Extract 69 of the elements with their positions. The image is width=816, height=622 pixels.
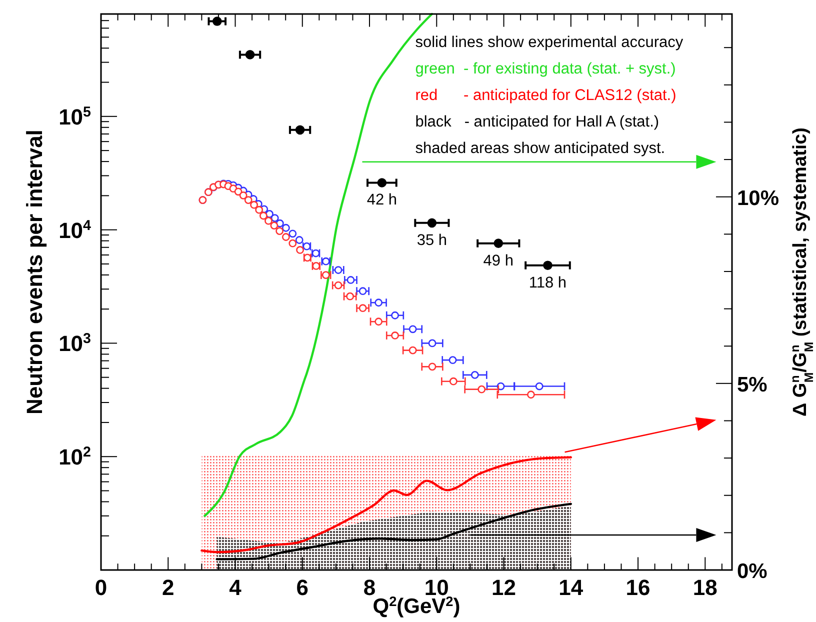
point (408, 346, 417, 354)
point (282, 233, 290, 241)
point (358, 287, 367, 296)
point (270, 222, 278, 230)
point (250, 200, 258, 209)
point (527, 390, 535, 399)
x-tick-label: 8 (363, 575, 376, 600)
annotation: 42 h (366, 192, 398, 209)
point (234, 188, 242, 196)
point (212, 16, 222, 26)
point (428, 339, 436, 348)
point (478, 385, 486, 394)
y-tick-label: 10$^{4}$ (58, 218, 92, 243)
point (295, 236, 304, 244)
point (408, 325, 417, 334)
point (334, 281, 342, 290)
point (288, 230, 297, 238)
point (260, 212, 268, 220)
annotation: solid lines show experimental accuracy (415, 34, 684, 51)
point (448, 356, 457, 364)
point (543, 260, 552, 270)
y-tick-label: 10$^{3}$ (58, 331, 92, 356)
annotation: red - anticipated for CLAS12 (stat.) (415, 87, 676, 104)
point (374, 298, 383, 307)
point (391, 311, 399, 320)
point (449, 377, 458, 386)
point (470, 370, 479, 379)
annotation: green - for existing data (stat. + syst.) (415, 60, 676, 78)
point (296, 246, 304, 254)
point (244, 196, 252, 204)
point (245, 50, 255, 60)
point (255, 206, 264, 214)
point (295, 125, 305, 135)
point (428, 362, 436, 371)
point (427, 218, 437, 228)
line-series (200, 456, 572, 554)
point (264, 216, 272, 225)
annotation: 118 h (528, 274, 567, 292)
point (358, 304, 367, 312)
y-tick-label: 10$^{5}$ (58, 104, 92, 130)
annotation: black - anticipated for Hall A (stat.) (415, 114, 660, 130)
x-tick-label: 16 (626, 575, 650, 600)
point (239, 191, 248, 200)
point (346, 292, 354, 300)
annotation: 35 h (416, 232, 448, 249)
y2-tick-label: 5% (737, 373, 768, 396)
annotation: shaded areas show anticipated syst. (415, 140, 666, 157)
point (276, 227, 284, 236)
point (346, 276, 355, 284)
y2-tick-label: 0% (737, 560, 768, 583)
y-tick-label: 10$^{2}$ (58, 444, 92, 470)
point (377, 178, 387, 188)
y2-tick-label: 10% (737, 186, 780, 210)
point (535, 382, 544, 390)
point (494, 238, 504, 248)
x-tick-label: 2 (162, 575, 174, 600)
x-tick-label: 0 (94, 575, 108, 600)
x-tick-label: 14 (558, 575, 584, 600)
annotation: 49 h (483, 252, 514, 270)
point (288, 239, 297, 248)
x-tick-label: 12 (492, 575, 516, 600)
x-tick-label: 18 (692, 575, 718, 600)
point (391, 332, 399, 340)
x-tick-label: 4 (229, 575, 242, 600)
y-axis-title: Neutron events per interval (22, 130, 47, 414)
point (282, 224, 290, 232)
point (270, 214, 279, 222)
point (374, 318, 383, 326)
x-tick-label: 6 (296, 575, 309, 600)
